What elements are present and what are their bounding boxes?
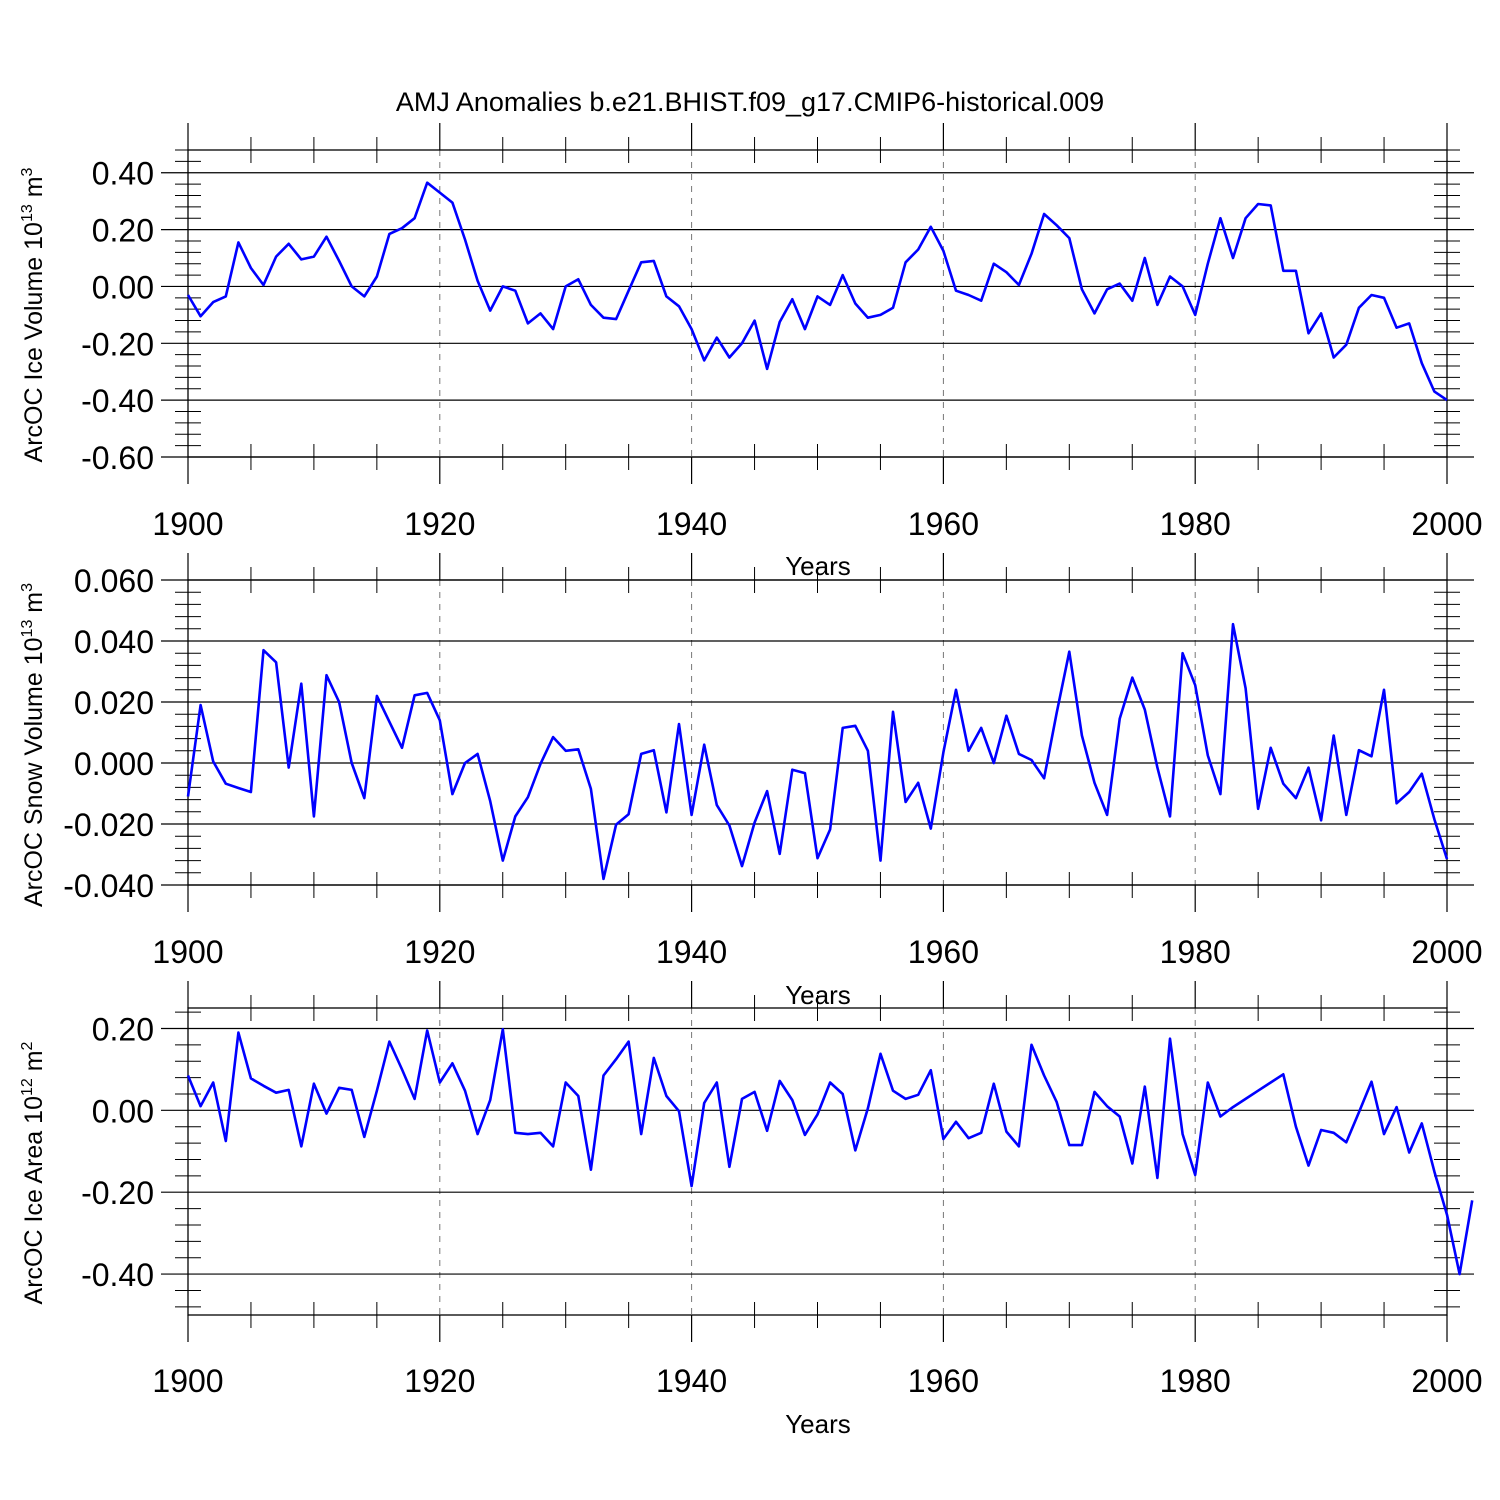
- x-tick-label: 1900: [152, 506, 223, 542]
- x-tick-label: 1960: [908, 1363, 979, 1399]
- x-tick-label: 1940: [656, 506, 727, 542]
- y-tick-label: -0.60: [81, 440, 154, 476]
- plot-frame: [187, 149, 1448, 458]
- panel-3: -0.40 -0.20 0.00 0.20 1900 1920 1940 1960 1980 20…: [19, 981, 1483, 1439]
- x-tick-label: 2000: [1411, 934, 1482, 970]
- y-tick-label: 0.040: [74, 624, 154, 660]
- x-tick-label: 1980: [1160, 1363, 1231, 1399]
- x-tick-label: 1940: [656, 1363, 727, 1399]
- series-line: [186, 1028, 1474, 1276]
- x-tick-label: 1900: [152, 1363, 223, 1399]
- y-axis-label: ArcOC Ice Volume 1013 m3: [19, 167, 48, 462]
- series-line: [186, 622, 1449, 881]
- panels: -0.60 -0.40 -0.20 0.00 0.20 0.40 1900 1920 1940 1…: [19, 123, 1483, 1439]
- x-axis-label: Years: [785, 1409, 851, 1439]
- y-tick-label: -0.020: [63, 807, 154, 843]
- y-tick-label: 0.00: [92, 1093, 154, 1129]
- y-tick-label: 0.20: [92, 213, 154, 249]
- y-tick-label: -0.20: [81, 1175, 154, 1211]
- panel-2: -0.040 -0.020 0.000 0.020 0.040 0.060 1900 1920…: [19, 553, 1483, 1010]
- x-tick-label: 1960: [908, 934, 979, 970]
- y-axis-label: ArcOC Ice Area 1012 m2: [19, 1041, 48, 1304]
- plot-frame: [187, 579, 1448, 886]
- y-tick-label: 0.000: [74, 746, 154, 782]
- y-tick-label: -0.040: [63, 868, 154, 904]
- x-tick-label: 1980: [1160, 934, 1231, 970]
- x-tick-label: 1920: [404, 506, 475, 542]
- x-tick-label: 1980: [1160, 506, 1231, 542]
- y-tick-label: 0.020: [74, 685, 154, 721]
- y-tick-label: -0.40: [81, 383, 154, 419]
- x-tick-label: 1920: [404, 934, 475, 970]
- x-tick-label: 1960: [908, 506, 979, 542]
- x-tick-label: 1920: [404, 1363, 475, 1399]
- y-tick-label: -0.40: [81, 1257, 154, 1293]
- x-tick-label: 1940: [656, 934, 727, 970]
- plot-frame: [187, 1007, 1448, 1316]
- y-tick-label: -0.20: [81, 326, 154, 362]
- y-tick-label: 0.40: [92, 156, 154, 192]
- panel-1: -0.60 -0.40 -0.20 0.00 0.20 0.40 1900 1920 1940 1…: [19, 123, 1483, 581]
- x-tick-label: 2000: [1411, 506, 1482, 542]
- chart-title: AMJ Anomalies b.e21.BHIST.f09_g17.CMIP6-…: [396, 87, 1104, 117]
- y-axis-label: ArcOC Snow Volume 1013 m3: [19, 583, 48, 907]
- y-tick-label: 0.20: [92, 1011, 154, 1047]
- y-tick-label: 0.00: [92, 269, 154, 305]
- x-tick-label: 2000: [1411, 1363, 1482, 1399]
- x-tick-label: 1900: [152, 934, 223, 970]
- y-tick-label: 0.060: [74, 563, 154, 599]
- series-line: [186, 181, 1448, 402]
